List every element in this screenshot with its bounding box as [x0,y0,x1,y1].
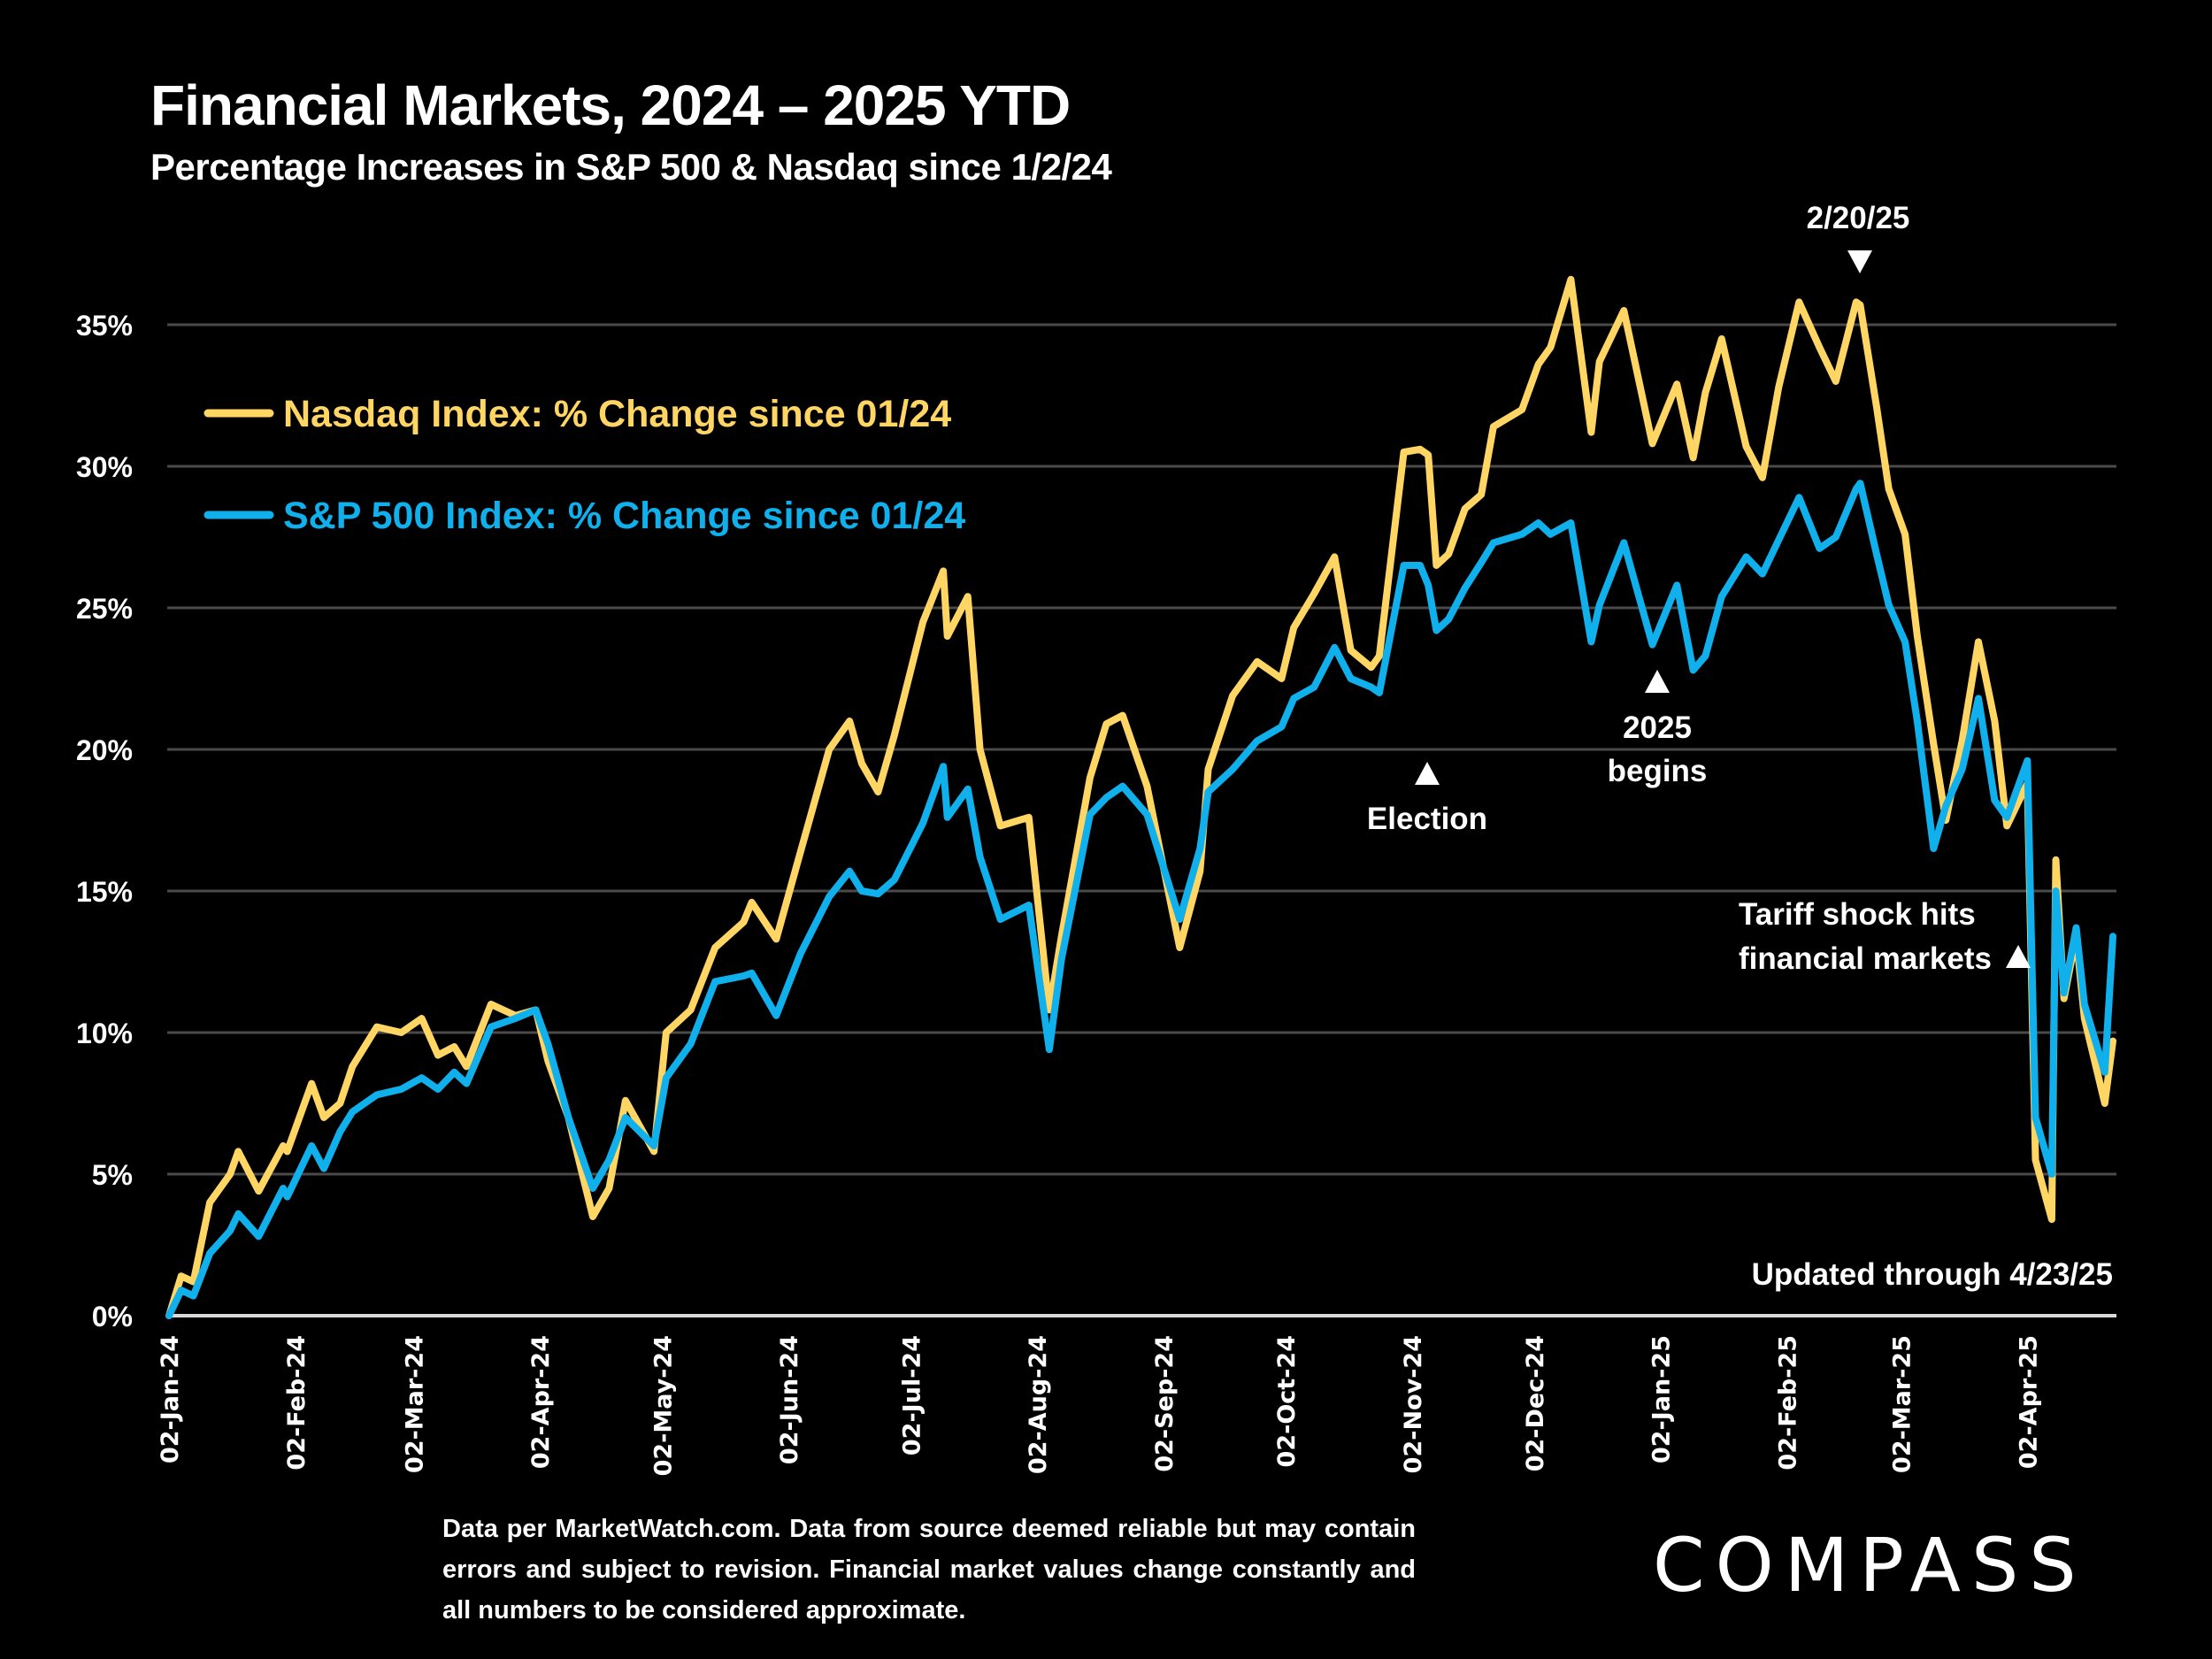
y-tick-label: 15% [76,876,133,908]
y-tick-label: 0% [92,1301,133,1333]
y-axis-ticks: 0% 5% 10% 15% 20% 25% 30% 35% [76,310,133,1333]
legend-label-sp500: S&P 500 Index: % Change since 01/24 [283,495,965,537]
legend-label-nasdaq: Nasdaq Index: % Change since 01/24 [283,393,951,435]
x-tick-label: 02-Jul-24 [898,1335,926,1455]
up-triangle-icon [1415,762,1440,785]
x-tick-label: 02-Feb-24 [283,1335,311,1471]
x-tick-label: 02-Jan-24 [157,1335,184,1463]
y-tick-label: 20% [76,734,133,766]
annotations: 2/20/25 Election 2025 begins Tariff shoc… [1367,201,2113,1292]
chart-title: Financial Markets, 2024 – 2025 YTD [150,73,1071,137]
y-tick-label: 10% [76,1018,133,1049]
x-tick-label: 02-Sep-24 [1151,1335,1179,1472]
x-axis-ticks: 02-Jan-24 02-Feb-24 02-Mar-24 02-Apr-24 02-M… [157,1335,2042,1476]
x-tick-label: 02-Jun-24 [776,1335,803,1464]
x-tick-label: 02-Jan-25 [1648,1335,1676,1463]
down-triangle-icon [1847,250,1872,273]
x-tick-label: 02-Apr-24 [527,1335,555,1469]
y-tick-label: 35% [76,310,133,342]
y-tick-label: 5% [92,1159,133,1191]
series-line-sp500 [165,480,2116,1319]
x-tick-label: 02-May-24 [649,1335,677,1476]
annotation-2025-begins-line1: 2025 [1623,710,1692,745]
y-tick-label: 30% [76,451,133,483]
annotation-election: Election [1367,802,1487,836]
annotation-peak-date: 2/20/25 [1807,201,1910,235]
chart-subtitle: Percentage Increases in S&P 500 & Nasdaq… [150,146,1112,188]
x-tick-label: 02-Oct-24 [1273,1335,1301,1467]
series-lines [165,275,2116,1319]
legend: Nasdaq Index: % Change since 01/24 S&P 5… [204,393,965,537]
source-footnote: Data per MarketWatch.com. Data from sour… [442,1515,1416,1624]
annotation-tariff-line2: financial markets [1739,941,1992,976]
annotation-updated-through: Updated through 4/23/25 [1752,1257,2113,1292]
compass-logo: COMPASS [1653,1522,2087,1609]
x-tick-label: 02-Apr-25 [2015,1335,2042,1469]
x-tick-label: 02-Nov-24 [1400,1335,1427,1473]
x-tick-label: 02-Mar-25 [1888,1335,1916,1473]
x-tick-label: 02-Feb-25 [1775,1335,1802,1471]
up-triangle-icon [2006,945,2031,968]
x-tick-label: 02-Aug-24 [1025,1335,1052,1474]
series-line-nasdaq [165,275,2116,1319]
x-tick-label: 02-Mar-24 [401,1335,428,1473]
annotation-2025-begins-line2: begins [1608,754,1708,788]
annotation-tariff-line1: Tariff shock hits [1739,897,1976,932]
gridlines [167,323,2116,1317]
up-triangle-icon [1645,670,1670,693]
x-tick-label: 02-Dec-24 [1522,1335,1549,1471]
y-tick-label: 25% [76,593,133,625]
